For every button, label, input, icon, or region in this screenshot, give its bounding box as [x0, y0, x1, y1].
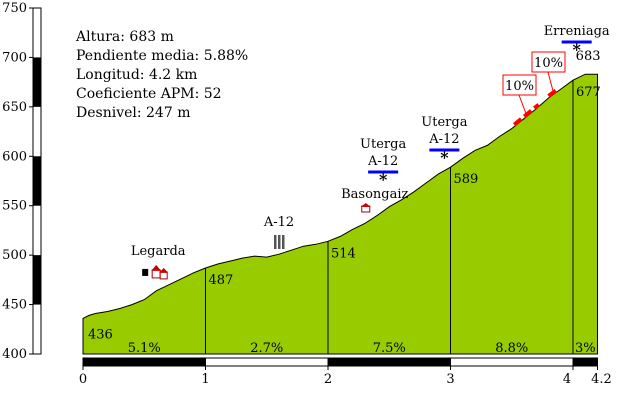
- village-icon-tower: [142, 268, 149, 276]
- profile-area: [82, 73, 598, 355]
- stat-altura: Altura: 683 m: [76, 29, 174, 45]
- altitude-label: 677: [576, 85, 601, 100]
- segment-gradient-label: 2.7%: [250, 341, 283, 356]
- altitude-label: 436: [88, 327, 113, 342]
- y-axis-scale-band: [33, 156, 41, 206]
- y-tick-label: 650: [2, 100, 27, 115]
- junction-icon: *: [572, 40, 581, 59]
- segment-gradient-label: 8.8%: [495, 341, 528, 356]
- village-icon-roof: [159, 267, 169, 273]
- village-icon-house: [151, 269, 161, 279]
- village-icon: [142, 264, 169, 280]
- altitude-label: 514: [331, 246, 356, 261]
- place-label-junction: Erreniaga: [544, 24, 610, 39]
- y-tick-label: 450: [2, 298, 27, 313]
- distance-bar-band: [205, 357, 329, 367]
- stat-desnivel: Desnivel: 247 m: [76, 105, 191, 121]
- x-tick-label: 4: [563, 372, 571, 387]
- steep-label-leader: [547, 71, 554, 93]
- place-label-junction: A-12: [367, 154, 398, 169]
- bridge-icon-pillar: [274, 235, 277, 249]
- place-label-legarda: Legarda: [131, 244, 186, 259]
- stat-pendiente: Pendiente media: 5.88%: [76, 48, 249, 64]
- x-tick-label: 2: [324, 372, 332, 387]
- y-tick-label: 700: [2, 50, 27, 65]
- bridge-icon-pillar: [278, 235, 281, 249]
- place-label-junction: A-12: [428, 132, 459, 147]
- place-label-basongaiz: Basongaiz: [341, 187, 408, 202]
- stats-panel: Altura: 683 m Pendiente media: 5.88% Lon…: [76, 28, 248, 123]
- village-icon-house: [159, 271, 168, 280]
- bridge-icon: [274, 235, 285, 249]
- x-tick-label: 4.2: [591, 372, 612, 387]
- steep-label: 10%: [505, 79, 534, 94]
- segment-gradient-label: 5.1%: [128, 341, 161, 356]
- altitude-label: 589: [454, 172, 479, 187]
- x-tick-label: 3: [446, 372, 454, 387]
- stat-longitud: Longitud: 4.2 km: [76, 67, 198, 83]
- y-axis-scale-band: [33, 255, 41, 305]
- x-tick-label: 1: [201, 372, 209, 387]
- distance-bar-band: [572, 357, 598, 367]
- steep-label: 10%: [534, 56, 563, 71]
- altitude-label: 683: [576, 49, 601, 64]
- place-label-a12: A-12: [263, 215, 294, 230]
- segment-gradient-label: 7.5%: [373, 341, 406, 356]
- junction-icon: *: [379, 170, 388, 189]
- altitude-label: 487: [209, 273, 234, 288]
- bridge-icon-pillar: [282, 235, 285, 249]
- y-tick-label: 750: [2, 1, 27, 16]
- segment-gradient-label: 3%: [575, 341, 596, 356]
- place-label-junction: Uterga: [421, 115, 467, 130]
- distance-bar-band: [82, 357, 206, 367]
- stat-apm: Coeficiente APM: 52: [76, 86, 222, 102]
- y-tick-label: 600: [2, 149, 27, 164]
- y-tick-label: 500: [2, 248, 27, 263]
- steep-label-leader: [518, 94, 527, 115]
- distance-bar-band: [450, 357, 574, 367]
- house-icon-roof: [360, 203, 371, 207]
- house-icon: [360, 203, 371, 213]
- y-axis-scale-band: [33, 57, 41, 107]
- place-label-junction: Uterga: [360, 137, 406, 152]
- distance-bar-band: [327, 357, 451, 367]
- y-tick-label: 400: [2, 347, 27, 362]
- x-tick-label: 0: [79, 372, 87, 387]
- village-icon-roof: [151, 264, 162, 271]
- junction-icon: *: [440, 148, 449, 167]
- y-tick-label: 550: [2, 199, 27, 214]
